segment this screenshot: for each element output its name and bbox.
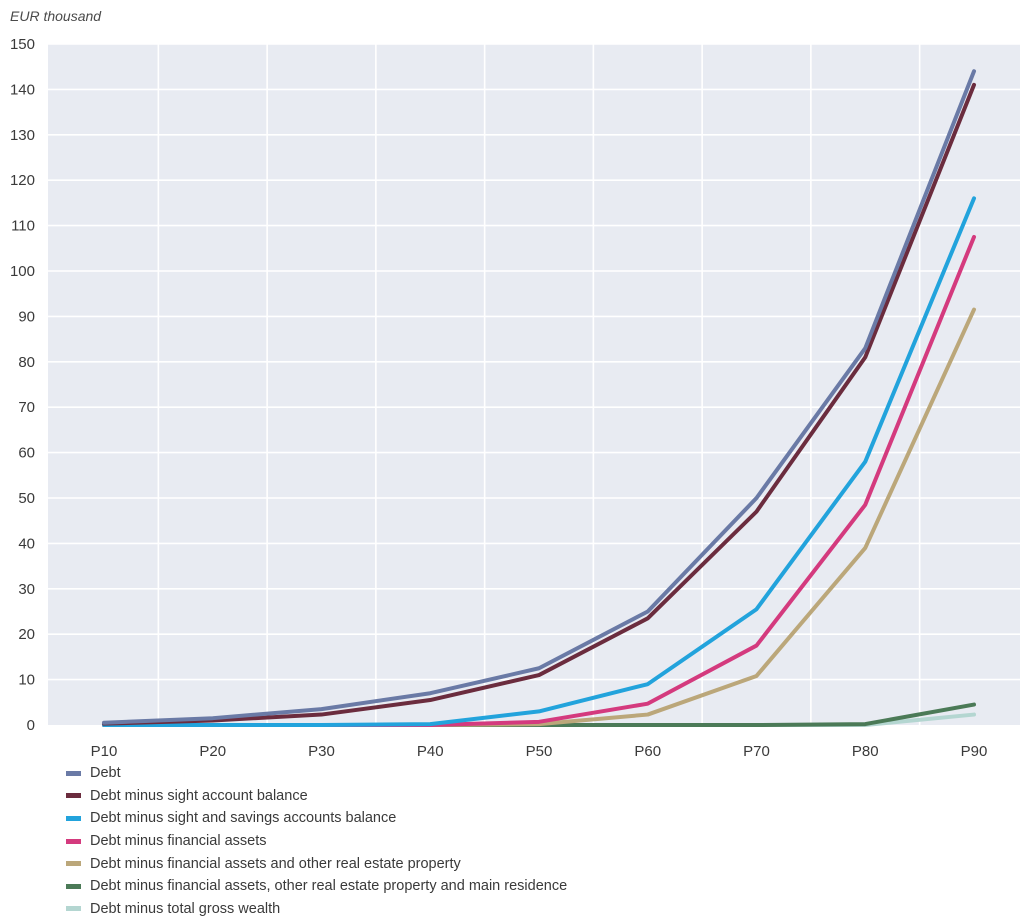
y-tick-label: 0 <box>27 717 35 734</box>
x-tick-label: P80 <box>852 743 879 760</box>
legend-swatch <box>66 838 81 844</box>
x-tick-label: P60 <box>634 743 661 760</box>
legend-label: Debt minus financial assets <box>90 833 267 850</box>
x-tick-label: P10 <box>91 743 118 760</box>
legend-swatch <box>66 770 81 776</box>
legend-label: Debt <box>90 765 121 782</box>
y-tick-label: 100 <box>10 263 35 280</box>
legend-swatch <box>66 906 81 912</box>
y-tick-label: 80 <box>18 354 35 371</box>
series-line <box>102 82 976 726</box>
y-tick-label: 30 <box>18 581 35 598</box>
legend-label: Debt minus total gross wealth <box>90 900 281 917</box>
legend-swatch <box>66 883 81 889</box>
legend: Debt Debt minus sight account balance Debt… <box>66 762 567 920</box>
x-tick-label: P50 <box>526 743 553 760</box>
y-tick-label: 70 <box>18 399 35 416</box>
series-line <box>102 69 976 725</box>
x-tick-label: P30 <box>308 743 335 760</box>
y-tick-label: 60 <box>18 445 35 462</box>
y-tick-label: 40 <box>18 535 35 552</box>
x-tick-label: P70 <box>743 743 770 760</box>
y-tick-label: 50 <box>18 490 35 507</box>
legend-label: Debt minus financial assets, other real … <box>90 878 568 895</box>
legend-swatch <box>66 815 81 821</box>
legend-label: Debt minus sight account balance <box>90 787 308 804</box>
legend-label: Debt minus financial assets and other re… <box>90 855 461 872</box>
series-lines <box>102 69 976 727</box>
legend-item: Debt minus sight and savings accounts ba… <box>66 807 567 830</box>
legend-item: Debt <box>66 762 567 785</box>
legend-item: Debt minus financial assets and other re… <box>66 852 567 875</box>
chart-svg: 0 10 20 30 40 50 60 70 80 90 100 110 120 130 140 150 P1… <box>10 36 1020 760</box>
y-tick-label: 120 <box>10 172 35 189</box>
legend-swatch <box>66 861 81 867</box>
y-tick-label: 20 <box>18 626 35 643</box>
plot-area-background <box>48 44 1020 725</box>
x-tick-label: P90 <box>961 743 988 760</box>
legend-item: Debt minus financial assets <box>66 830 567 853</box>
x-tick-label: P20 <box>199 743 226 760</box>
legend-swatch <box>66 793 81 799</box>
legend-item: Debt minus sight account balance <box>66 785 567 808</box>
y-tick-label: 90 <box>18 308 35 325</box>
y-tick-label: 110 <box>11 218 35 235</box>
series-line <box>102 196 976 727</box>
unit-label: EUR thousand <box>10 8 102 24</box>
legend-label: Debt minus sight and savings accounts ba… <box>90 810 397 827</box>
legend-item: Debt minus total gross wealth <box>66 898 567 921</box>
y-axis-tick-labels: 0 10 20 30 40 50 60 70 80 90 100 110 120 130 140 150 <box>10 36 35 734</box>
x-tick-label: P40 <box>417 743 444 760</box>
legend-item: Debt minus financial assets, other real … <box>66 875 567 898</box>
x-axis-tick-labels: P10 P20 P30 P40 P50 P60 P70 P80 P90 <box>91 743 988 760</box>
y-tick-label: 130 <box>10 127 35 144</box>
y-tick-label: 10 <box>18 672 35 689</box>
y-tick-label: 150 <box>10 36 35 53</box>
y-tick-label: 140 <box>10 81 35 98</box>
